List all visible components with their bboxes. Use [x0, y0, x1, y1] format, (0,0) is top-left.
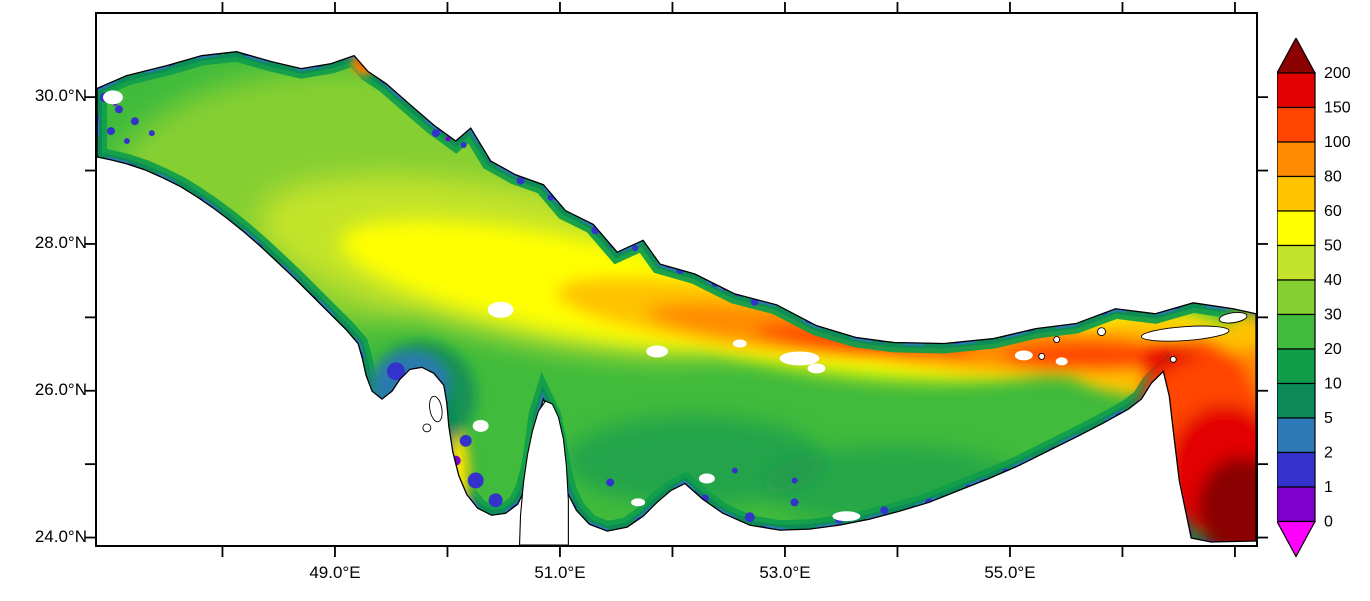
colorbar-label: 30	[1324, 307, 1342, 324]
colorbar-segment	[1277, 175, 1316, 212]
colorbar-segment	[1277, 106, 1316, 143]
colorbar-label: 50	[1324, 238, 1342, 255]
qatar-peninsula	[518, 400, 569, 545]
x-tick-label: 51.0°E	[534, 563, 586, 582]
colorbar-label: 5	[1324, 410, 1333, 427]
colorbar-label: 2	[1324, 445, 1333, 462]
colorbar-segment	[1277, 417, 1316, 454]
colorbar-segment	[1277, 313, 1316, 350]
colorbar-segment	[1277, 210, 1316, 247]
qeshm-island	[1141, 325, 1230, 342]
bahrain-bay-layer	[366, 341, 476, 525]
colorbar-label: 150	[1324, 100, 1351, 117]
colorbar-label: 10	[1324, 376, 1342, 393]
gulf-map-canvas	[97, 51, 1256, 545]
colorbar-label: 40	[1324, 272, 1342, 289]
colorbar-segment	[1277, 451, 1316, 488]
plot-frame	[95, 12, 1258, 547]
colorbar-arrow-bottom	[1277, 520, 1317, 558]
colorbar-label: 0	[1324, 514, 1333, 531]
colorbar-segment	[1277, 348, 1316, 385]
no-data-cloud-patches	[102, 90, 1068, 527]
x-tick-label: 55.0°E	[984, 563, 1036, 582]
colorbar-segment	[1277, 382, 1316, 419]
y-tick-label: 28.0°N	[34, 232, 87, 252]
x-tick-label: 53.0°E	[759, 563, 811, 582]
sea-data-field	[97, 51, 1256, 543]
bahrain-island	[429, 395, 443, 423]
colorbar-label: 20	[1324, 341, 1342, 358]
north-coast-hotspot	[352, 51, 377, 76]
y-tick-label: 30.0°N	[34, 86, 87, 106]
colorbar-segment	[1277, 486, 1316, 523]
colorbar-label: 60	[1324, 203, 1342, 220]
colorbar-segment	[1277, 141, 1316, 178]
colorbar-label: 200	[1324, 65, 1351, 82]
y-tick-label: 24.0°N	[34, 526, 87, 546]
colorbar-label: 80	[1324, 169, 1342, 186]
colorbar-segment	[1277, 72, 1316, 109]
colorbar-label: 100	[1324, 134, 1351, 151]
y-tick-label: 26.0°N	[34, 379, 87, 399]
colorbar-segment	[1277, 244, 1316, 281]
colorbar-segment	[1277, 279, 1316, 316]
colorbar-label: 1	[1324, 479, 1333, 496]
colorbar-arrow-top	[1277, 38, 1317, 74]
islands	[422, 311, 1248, 433]
x-tick-label: 49.0°E	[309, 563, 361, 582]
